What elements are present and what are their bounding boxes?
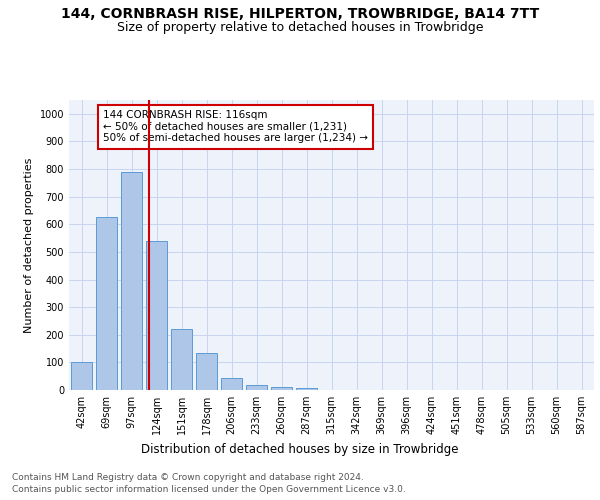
Bar: [271, 387, 292, 390]
Bar: [146, 241, 167, 390]
Text: Distribution of detached houses by size in Trowbridge: Distribution of detached houses by size …: [141, 442, 459, 456]
Bar: [296, 388, 317, 390]
Text: Size of property relative to detached houses in Trowbridge: Size of property relative to detached ho…: [117, 21, 483, 34]
Text: 144, CORNBRASH RISE, HILPERTON, TROWBRIDGE, BA14 7TT: 144, CORNBRASH RISE, HILPERTON, TROWBRID…: [61, 8, 539, 22]
Bar: [171, 329, 192, 390]
Text: 144 CORNBRASH RISE: 116sqm
← 50% of detached houses are smaller (1,231)
50% of s: 144 CORNBRASH RISE: 116sqm ← 50% of deta…: [103, 110, 368, 144]
Bar: [246, 386, 267, 390]
Y-axis label: Number of detached properties: Number of detached properties: [24, 158, 34, 332]
Bar: [96, 218, 117, 390]
Text: Contains public sector information licensed under the Open Government Licence v3: Contains public sector information licen…: [12, 485, 406, 494]
Bar: [71, 362, 92, 390]
Bar: [221, 378, 242, 390]
Bar: [121, 172, 142, 390]
Bar: [196, 354, 217, 390]
Text: Contains HM Land Registry data © Crown copyright and database right 2024.: Contains HM Land Registry data © Crown c…: [12, 472, 364, 482]
